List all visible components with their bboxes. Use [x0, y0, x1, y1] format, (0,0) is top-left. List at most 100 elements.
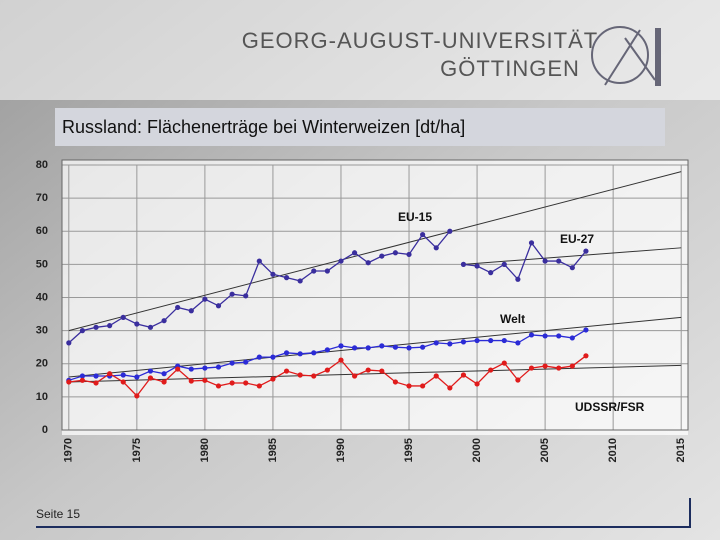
x-tick-label: 2010	[607, 438, 619, 462]
data-point	[175, 366, 181, 372]
data-point	[379, 253, 385, 259]
data-point	[392, 344, 399, 350]
data-point	[447, 341, 453, 347]
trend-line	[463, 247, 682, 265]
data-point	[79, 328, 86, 334]
data-point	[420, 231, 426, 238]
data-point	[501, 337, 507, 344]
data-point	[351, 373, 358, 379]
data-point	[351, 345, 358, 351]
data-point	[66, 340, 72, 346]
chart: 0 10 20 30 40 50 60 70 80 1970 1975 1980 1985 1990 199…	[36, 159, 689, 462]
series-line	[463, 241, 587, 281]
data-point	[66, 379, 72, 385]
data-point	[406, 251, 412, 258]
data-point	[542, 363, 548, 369]
data-point	[147, 324, 154, 330]
x-tick-label: 1980	[199, 438, 211, 462]
slide-title: Russland: Flächenerträge bei Winterweize…	[62, 117, 465, 137]
y-tick-label: 30	[36, 325, 48, 337]
data-point	[270, 271, 276, 277]
data-point	[202, 365, 208, 371]
y-tick-label: 70	[36, 192, 48, 204]
data-point	[79, 373, 86, 379]
y-tick-label: 80	[36, 159, 48, 171]
data-point	[256, 383, 262, 389]
data-point	[79, 377, 86, 383]
data-point	[569, 265, 575, 271]
x-tick-label: 2015	[675, 438, 687, 462]
data-point	[542, 258, 548, 264]
university-city: GÖTTINGEN	[440, 56, 580, 81]
x-tick-label: 1975	[131, 438, 143, 462]
trend-line	[68, 171, 682, 332]
data-point	[324, 347, 330, 353]
page-number: Seite 15	[36, 507, 80, 521]
data-point	[515, 340, 521, 346]
data-point	[283, 275, 290, 281]
data-point	[460, 261, 467, 267]
data-point	[134, 393, 140, 399]
data-point	[583, 327, 589, 333]
data-point	[420, 383, 426, 389]
data-point	[270, 376, 276, 382]
data-point	[406, 383, 412, 389]
data-point	[215, 364, 222, 370]
data-point	[134, 374, 140, 380]
data-point	[515, 276, 521, 282]
data-point	[379, 343, 385, 349]
data-point	[202, 296, 208, 302]
data-point	[202, 377, 208, 383]
data-point	[147, 375, 154, 381]
data-point	[311, 373, 317, 379]
data-point	[460, 339, 467, 345]
y-tick-label: 50	[36, 258, 48, 270]
data-point	[474, 263, 480, 269]
data-point	[107, 371, 113, 377]
data-point	[297, 351, 303, 357]
data-point	[215, 303, 222, 309]
university-name: GEORG-AUGUST-UNIVERSITÄT	[242, 28, 598, 53]
series-label: Welt	[500, 312, 525, 326]
data-point	[297, 278, 303, 284]
data-point	[243, 359, 249, 365]
data-point	[351, 250, 358, 256]
logo	[591, 26, 661, 86]
data-point	[256, 354, 262, 360]
y-tick-label: 0	[42, 424, 48, 436]
data-point	[311, 268, 317, 274]
data-point	[474, 381, 480, 387]
data-point	[283, 350, 290, 356]
data-point	[488, 337, 494, 344]
data-point	[338, 357, 344, 363]
data-point	[93, 380, 99, 386]
data-point	[188, 308, 194, 314]
data-point	[474, 337, 480, 344]
data-point	[229, 291, 235, 297]
data-point	[93, 324, 99, 330]
data-point	[297, 372, 303, 378]
data-point	[120, 379, 126, 385]
data-point	[188, 366, 194, 372]
title-bar	[55, 108, 665, 146]
data-point	[338, 258, 344, 264]
data-point	[324, 367, 330, 373]
data-point	[243, 380, 249, 386]
data-point	[501, 261, 507, 267]
trend-line	[68, 364, 682, 383]
x-tick-label: 1970	[63, 438, 75, 462]
data-point	[256, 258, 262, 264]
data-point	[120, 372, 126, 378]
data-point	[120, 314, 126, 320]
data-point	[365, 367, 371, 373]
data-point	[283, 368, 290, 374]
data-point	[406, 345, 412, 351]
data-point	[161, 379, 167, 385]
data-point	[542, 333, 548, 339]
data-point	[583, 353, 589, 359]
data-point	[161, 318, 167, 324]
data-point	[556, 258, 562, 264]
data-point	[460, 372, 467, 378]
data-point	[107, 323, 113, 329]
